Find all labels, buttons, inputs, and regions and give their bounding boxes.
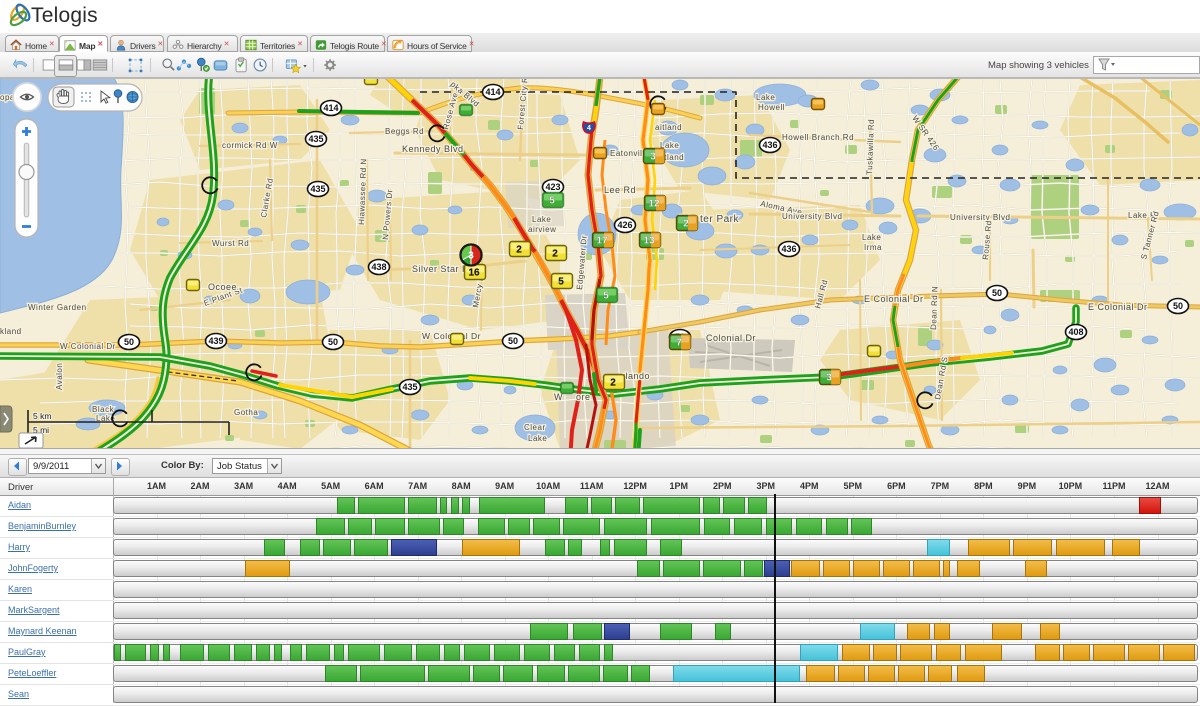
svg-text:2: 2 <box>552 249 558 260</box>
svg-text:Irma: Irma <box>864 243 882 252</box>
svg-text:436: 436 <box>762 140 777 150</box>
svg-text:5: 5 <box>549 196 555 207</box>
svg-text:5: 5 <box>558 277 564 288</box>
svg-text:Lake: Lake <box>528 434 547 443</box>
svg-text:423: 423 <box>545 182 560 192</box>
svg-text:Lake: Lake <box>862 233 881 242</box>
svg-text:5: 5 <box>603 291 609 302</box>
svg-text:Silver Star R: Silver Star R <box>412 264 469 274</box>
svg-text:436: 436 <box>781 244 796 254</box>
svg-text:airview: airview <box>528 225 556 234</box>
svg-text:W Colonial Dr: W Colonial Dr <box>60 342 116 351</box>
svg-text:426: 426 <box>617 220 632 230</box>
svg-text:aitland: aitland <box>655 123 682 132</box>
svg-text:ore: ore <box>576 392 591 402</box>
svg-text:cormick Rd W: cormick Rd W <box>222 141 278 150</box>
svg-text:414: 414 <box>485 87 500 97</box>
svg-text:Howell: Howell <box>758 103 785 112</box>
svg-text:ter Park: ter Park <box>700 214 740 225</box>
svg-text:Kennedy Blvd: Kennedy Blvd <box>402 144 464 154</box>
svg-text:Dean Rd N: Dean Rd N <box>929 286 940 330</box>
svg-text:opa: opa <box>0 93 15 102</box>
svg-text:Lake: Lake <box>532 215 551 224</box>
svg-text:50: 50 <box>508 336 518 346</box>
svg-text:Lake: Lake <box>660 141 679 150</box>
svg-text:Howell Branch Rd: Howell Branch Rd <box>782 133 854 142</box>
svg-text:438: 438 <box>371 262 386 272</box>
svg-text:3: 3 <box>826 373 832 384</box>
svg-text:Wurst Rd: Wurst Rd <box>212 239 249 248</box>
svg-text:435: 435 <box>308 134 323 144</box>
svg-text:University Blvd: University Blvd <box>950 213 1010 222</box>
svg-text:414: 414 <box>323 103 338 113</box>
svg-text:435: 435 <box>402 382 417 392</box>
svg-text:435: 435 <box>310 184 325 194</box>
svg-text:Clear: Clear <box>524 423 546 432</box>
svg-text:3: 3 <box>650 152 656 163</box>
svg-text:7: 7 <box>676 338 682 349</box>
svg-text:3: 3 <box>468 251 474 262</box>
svg-text:408: 408 <box>1068 327 1083 337</box>
svg-text:13: 13 <box>643 236 655 247</box>
svg-text:Ocoee: Ocoee <box>208 282 237 292</box>
svg-text:E Colonial Dr: E Colonial Dr <box>1088 302 1148 312</box>
svg-text:E Colonial Dr: E Colonial Dr <box>864 294 924 304</box>
svg-text:W: W <box>554 392 563 402</box>
svg-text:439: 439 <box>208 336 223 346</box>
svg-text:50: 50 <box>328 337 338 347</box>
svg-text:Beggs Rd: Beggs Rd <box>385 127 424 136</box>
svg-text:University Blvd: University Blvd <box>782 212 842 221</box>
svg-text:kland: kland <box>0 327 22 336</box>
svg-text:17: 17 <box>596 236 608 247</box>
svg-text:5 km: 5 km <box>33 411 51 421</box>
svg-text:2: 2 <box>683 219 689 230</box>
svg-text:rlando: rlando <box>622 371 650 381</box>
svg-text:Lee Rd: Lee Rd <box>604 185 636 195</box>
svg-text:Winter Garden: Winter Garden <box>28 303 87 312</box>
svg-text:Avalon: Avalon <box>55 363 64 390</box>
svg-text:Eatonville: Eatonville <box>610 149 650 158</box>
svg-text:50: 50 <box>1173 301 1183 311</box>
svg-text:50: 50 <box>124 337 134 347</box>
svg-text:16: 16 <box>468 268 480 279</box>
svg-text:4: 4 <box>587 125 591 132</box>
svg-text:Lake Pl: Lake Pl <box>1128 211 1158 220</box>
svg-text:Black: Black <box>92 405 115 414</box>
svg-text:12: 12 <box>648 199 660 210</box>
svg-text:Hiawassee Rd N: Hiawassee Rd N <box>357 158 368 225</box>
svg-text:2: 2 <box>610 378 616 389</box>
svg-text:Lake: Lake <box>756 93 775 102</box>
svg-text:itland: itland <box>662 153 684 162</box>
svg-text:50: 50 <box>992 288 1002 298</box>
svg-text:Tuskawilla Rd: Tuskawilla Rd <box>865 119 876 175</box>
svg-text:Colonial Dr: Colonial Dr <box>706 333 756 343</box>
svg-text:Gotha: Gotha <box>234 408 258 417</box>
svg-text:2: 2 <box>516 245 522 256</box>
svg-text:Lake: Lake <box>96 414 115 423</box>
